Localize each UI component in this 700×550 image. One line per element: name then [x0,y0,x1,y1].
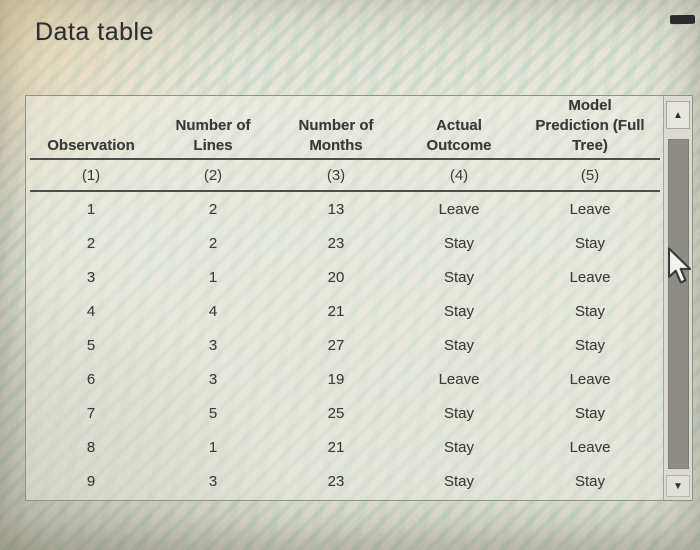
scroll-up-icon: ▲ [673,109,683,121]
table-cell: Stay [574,336,605,354]
column-header: Number of Lines [175,117,251,154]
table-cell: Stay [574,404,605,422]
column-number: (5) [580,166,600,184]
table-cell: 3 [208,370,218,388]
table-row: 5 3 27 Stay Stay [30,328,660,362]
table-cell: 2 [208,234,218,252]
table-cell: Leave [438,370,480,388]
table-cell: 5 [86,336,96,354]
header-row: Observation Number of Lines Number of Mont… [30,96,660,158]
table-cell: 3 [208,472,218,490]
table-cell: Leave [438,200,480,218]
table-cell: 3 [86,268,96,286]
table-cell: 23 [327,234,345,252]
table-cell: Stay [574,472,605,490]
table-cell: Stay [443,234,474,252]
table-cell: 23 [327,472,345,490]
table-row: 3 1 20 Stay Leave [30,260,660,294]
table-cell: Stay [574,302,605,320]
table-row: 7 5 25 Stay Stay [30,396,660,430]
table-cell: Leave [569,200,611,218]
column-number: (1) [81,166,101,184]
page-title: Data table [35,18,154,46]
table-cell: 1 [208,268,218,286]
table-cell: Stay [443,302,474,320]
column-header: Actual Outcome [426,117,492,154]
table-cell: 13 [327,200,345,218]
table-cell: 20 [327,268,345,286]
table-cell: 6 [86,370,96,388]
table-cell: Stay [574,234,605,252]
column-number: (2) [203,166,223,184]
header-rule [30,158,660,160]
table-row: 6 3 19 Leave Leave [30,362,660,396]
table-row: 8 1 21 Stay Leave [30,430,660,464]
table-row: 4 4 21 Stay Stay [30,294,660,328]
minimize-dash-icon[interactable] [669,14,696,25]
table-cell: 19 [327,370,345,388]
column-header: Number of Months [298,117,374,154]
scrollbar-thumb[interactable] [668,139,689,469]
subheader-rule [30,190,660,192]
table-row: 1 2 13 Leave Leave [30,192,660,226]
column-number: (4) [449,166,469,184]
table-cell: 21 [327,438,345,456]
table-cell: 1 [86,200,96,218]
column-header: Observation [47,137,135,154]
table-cell: 4 [86,302,96,320]
table-cell: 7 [86,404,96,422]
table-cell: Leave [569,370,611,388]
table-body: 1 2 13 Leave Leave 2 2 23 Stay Stay 3 1 20 Stay Leave 4… [30,192,660,498]
table-row: 2 2 23 Stay Stay [30,226,660,260]
table-cell: 5 [208,404,218,422]
table-cell: Stay [443,438,474,456]
table-cell: 9 [86,472,96,490]
column-header: Model Prediction (Full Tree) [535,97,645,154]
scroll-down-button[interactable]: ▼ [666,475,690,497]
table-cell: Stay [443,404,474,422]
table-cell: 1 [208,438,218,456]
table-cell: 3 [208,336,218,354]
table-cell: 27 [327,336,345,354]
vertical-scrollbar[interactable]: ▲ ▼ [663,96,692,500]
data-table-panel: Observation Number of Lines Number of Mont… [25,95,693,501]
table-cell: Stay [443,472,474,490]
table-row: 9 3 23 Stay Stay [30,464,660,498]
table-cell: Leave [569,438,611,456]
table-cell: 8 [86,438,96,456]
table-cell: Leave [569,268,611,286]
table-cell: 2 [208,200,218,218]
table-cell: 2 [86,234,96,252]
table-cell: 21 [327,302,345,320]
column-number: (3) [326,166,346,184]
column-number-row: (1) (2) (3) (4) (5) [30,160,660,190]
table-cell: 4 [208,302,218,320]
table-cell: 25 [327,404,345,422]
table-cell: Stay [443,336,474,354]
scroll-up-button[interactable]: ▲ [666,101,690,129]
table-cell: Stay [443,268,474,286]
scroll-down-icon: ▼ [673,480,683,492]
